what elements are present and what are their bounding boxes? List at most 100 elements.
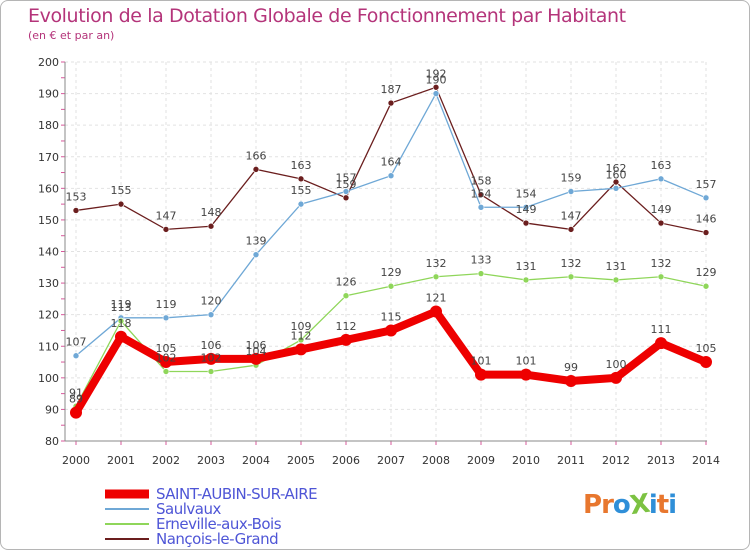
data-label-saulvaux: 119 bbox=[156, 298, 177, 311]
data-label-nan-ois-le-grand: 163 bbox=[291, 159, 312, 172]
data-label-saulvaux: 107 bbox=[66, 336, 87, 349]
logo-letter: i bbox=[668, 490, 677, 520]
data-label-erneville-aux-bois: 129 bbox=[381, 266, 402, 279]
data-label-erneville-aux-bois: 91 bbox=[69, 386, 83, 399]
data-label-nan-ois-le-grand: 148 bbox=[201, 206, 222, 219]
data-point-nan-ois-le-grand bbox=[477, 191, 485, 198]
data-point-nan-ois-le-grand bbox=[522, 219, 530, 227]
x-tick-label: 2001 bbox=[107, 454, 135, 467]
y-tick-label: 80 bbox=[45, 435, 59, 448]
data-label-nan-ois-le-grand: 147 bbox=[156, 209, 177, 222]
data-label-erneville-aux-bois: 126 bbox=[336, 276, 357, 289]
data-point-erneville-aux-bois bbox=[432, 273, 440, 281]
data-label-saulvaux: 157 bbox=[696, 178, 717, 191]
data-point-saulvaux bbox=[702, 194, 710, 202]
data-label-saint-aubin-sur-aire: 111 bbox=[651, 323, 672, 336]
data-label-saint-aubin-sur-aire: 101 bbox=[516, 355, 537, 368]
data-label-saulvaux: 154 bbox=[471, 187, 492, 200]
legend-label-saulvaux: Saulvaux bbox=[156, 500, 221, 518]
data-label-nan-ois-le-grand: 147 bbox=[561, 209, 582, 222]
y-tick-label: 170 bbox=[38, 151, 59, 164]
data-point-saint-aubin-sur-aire bbox=[205, 352, 217, 365]
data-point-saint-aubin-sur-aire bbox=[475, 368, 487, 381]
data-point-erneville-aux-bois bbox=[702, 282, 710, 290]
data-point-saulvaux bbox=[522, 203, 530, 211]
data-label-saint-aubin-sur-aire: 112 bbox=[291, 329, 312, 342]
data-point-saint-aubin-sur-aire bbox=[430, 305, 442, 318]
data-point-nan-ois-le-grand bbox=[567, 226, 575, 233]
data-point-nan-ois-le-grand bbox=[162, 226, 170, 233]
logo-letter: t bbox=[656, 490, 669, 520]
data-point-nan-ois-le-grand bbox=[207, 222, 215, 230]
data-label-nan-ois-le-grand: 153 bbox=[66, 190, 87, 203]
data-point-nan-ois-le-grand bbox=[387, 99, 395, 107]
data-point-saulvaux bbox=[432, 90, 440, 97]
data-label-erneville-aux-bois: 113 bbox=[111, 301, 132, 314]
x-tick-label: 2004 bbox=[242, 454, 270, 467]
x-tick-label: 2011 bbox=[557, 454, 585, 467]
data-label-saulvaux: 139 bbox=[246, 235, 267, 248]
y-tick-label: 200 bbox=[38, 56, 59, 69]
y-tick-label: 90 bbox=[45, 403, 59, 416]
data-label-saint-aubin-sur-aire: 121 bbox=[426, 292, 447, 305]
data-point-saulvaux bbox=[72, 352, 80, 360]
data-point-saulvaux bbox=[297, 200, 305, 208]
data-point-saint-aubin-sur-aire bbox=[655, 337, 667, 350]
data-label-saint-aubin-sur-aire: 89 bbox=[69, 393, 83, 406]
data-label-nan-ois-le-grand: 155 bbox=[111, 184, 132, 197]
logo-letter: P bbox=[583, 490, 602, 520]
data-point-erneville-aux-bois bbox=[522, 276, 530, 284]
y-tick-label: 180 bbox=[38, 119, 59, 132]
data-label-erneville-aux-bois: 132 bbox=[651, 257, 672, 270]
data-point-erneville-aux-bois bbox=[567, 273, 575, 281]
data-label-erneville-aux-bois: 109 bbox=[291, 320, 312, 333]
y-tick-label: 160 bbox=[38, 182, 59, 195]
data-point-nan-ois-le-grand bbox=[252, 166, 260, 173]
y-tick-label: 140 bbox=[38, 246, 59, 259]
data-point-saint-aubin-sur-aire bbox=[160, 356, 172, 369]
data-label-nan-ois-le-grand: 158 bbox=[471, 175, 492, 188]
data-point-erneville-aux-bois bbox=[342, 292, 350, 300]
data-point-nan-ois-le-grand bbox=[342, 194, 350, 202]
data-label-saulvaux: 155 bbox=[291, 184, 312, 197]
data-point-erneville-aux-bois bbox=[477, 270, 485, 277]
data-point-saint-aubin-sur-aire bbox=[565, 374, 577, 387]
data-label-saint-aubin-sur-aire: 100 bbox=[606, 358, 627, 371]
y-tick-label: 110 bbox=[38, 340, 59, 353]
data-point-erneville-aux-bois bbox=[612, 276, 620, 284]
data-point-nan-ois-le-grand bbox=[657, 219, 665, 227]
data-label-nan-ois-le-grand: 159 bbox=[336, 178, 357, 191]
data-point-nan-ois-le-grand bbox=[117, 200, 125, 208]
data-point-nan-ois-le-grand bbox=[297, 175, 305, 183]
data-label-saulvaux: 154 bbox=[516, 187, 537, 200]
legend-label-nan-ois-le-grand: Nançois-le-Grand bbox=[156, 530, 278, 548]
data-point-saulvaux bbox=[612, 185, 620, 192]
data-label-erneville-aux-bois: 102 bbox=[201, 352, 222, 365]
data-label-saint-aubin-sur-aire: 106 bbox=[201, 339, 222, 352]
legend-label-erneville-aux-bois: Erneville-aux-Bois bbox=[156, 515, 282, 533]
data-point-saint-aubin-sur-aire bbox=[115, 330, 127, 343]
data-label-saulvaux: 163 bbox=[651, 159, 672, 172]
x-tick-label: 2005 bbox=[287, 454, 315, 467]
data-label-nan-ois-le-grand: 149 bbox=[651, 203, 672, 216]
y-tick-label: 100 bbox=[38, 372, 59, 385]
data-label-erneville-aux-bois: 131 bbox=[516, 260, 537, 273]
data-label-saint-aubin-sur-aire: 106 bbox=[246, 339, 267, 352]
y-tick-label: 130 bbox=[38, 277, 59, 290]
data-point-nan-ois-le-grand bbox=[72, 207, 80, 214]
logo-letter: i bbox=[648, 490, 658, 520]
logo-letter: o bbox=[612, 490, 631, 520]
x-tick-label: 2012 bbox=[602, 454, 630, 467]
data-point-saulvaux bbox=[162, 314, 170, 322]
x-tick-label: 2009 bbox=[467, 454, 495, 467]
data-label-nan-ois-le-grand: 187 bbox=[381, 83, 402, 96]
data-point-erneville-aux-bois bbox=[162, 368, 170, 375]
data-point-nan-ois-le-grand bbox=[432, 83, 440, 91]
data-point-saulvaux bbox=[387, 172, 395, 179]
y-tick-label: 150 bbox=[38, 214, 59, 227]
data-label-erneville-aux-bois: 129 bbox=[696, 266, 717, 279]
data-point-saulvaux bbox=[207, 311, 215, 318]
data-point-saint-aubin-sur-aire bbox=[340, 333, 352, 346]
